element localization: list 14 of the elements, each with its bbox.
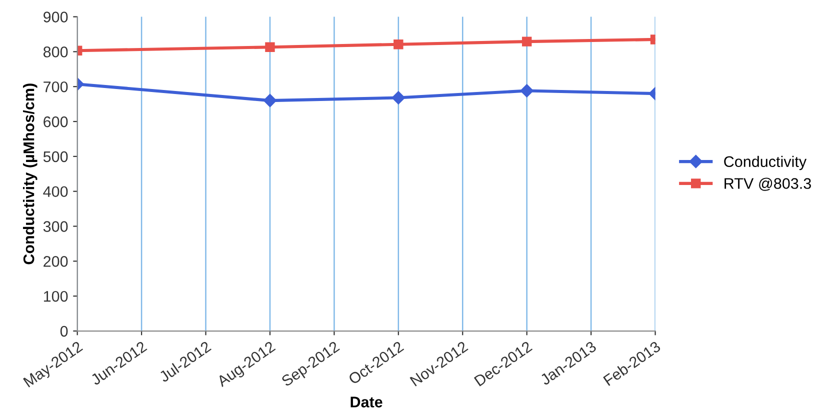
y-axis-title: Conductivity (µMhos/cm) xyxy=(23,84,38,264)
y-tick-label: 500 xyxy=(43,151,68,162)
y-tick-label: 200 xyxy=(44,256,68,267)
legend-label: RTV @803.3 xyxy=(724,178,811,191)
y-tick-label: 0 xyxy=(60,326,68,337)
legend-label: Conductivity xyxy=(724,156,807,170)
y-tick-label: 700 xyxy=(44,81,68,92)
x-axis-title: Date xyxy=(350,396,382,408)
y-tick-label: 100 xyxy=(44,290,68,302)
y-tick-label: 300 xyxy=(43,221,68,232)
y-tick-label: 400 xyxy=(43,186,68,198)
y-tick-label: 900 xyxy=(44,12,68,22)
y-tick-label: 600 xyxy=(44,116,68,128)
y-tick-label: 800 xyxy=(43,46,68,58)
